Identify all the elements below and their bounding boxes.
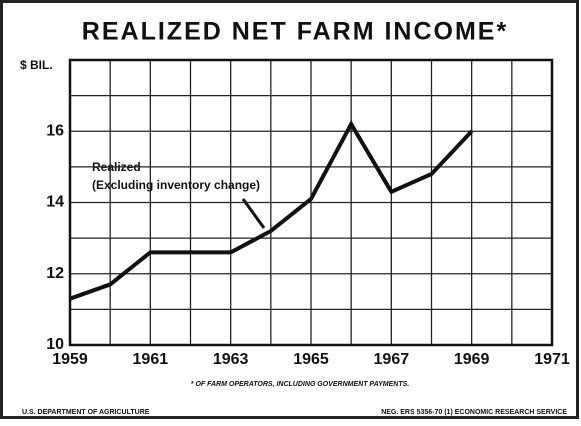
annotation: (Excluding inventory change)	[92, 178, 260, 192]
chart-title: REALIZED NET FARM INCOME*	[82, 18, 508, 46]
x-tick-label: 1963	[213, 351, 249, 368]
x-tick-label: 1969	[454, 351, 490, 368]
x-tick-label: 1961	[133, 351, 169, 368]
plot-border	[68, 58, 554, 347]
y-tick-label: 12	[46, 265, 64, 282]
annotation-pointer	[241, 198, 266, 229]
y-axis-label: $ BIL.	[20, 58, 53, 72]
data-line	[69, 120, 474, 301]
footnote: * OF FARM OPERATORS, INCLUDING GOVERNMEN…	[191, 381, 409, 388]
y-tick-label: 10	[46, 336, 64, 353]
y-tick-label: 14	[46, 194, 64, 211]
y-tick-label: 16	[46, 122, 64, 139]
x-tick-label: 1971	[534, 351, 570, 368]
x-tick-label: 1965	[293, 351, 329, 368]
x-tick-label: 1959	[52, 351, 88, 368]
x-tick-label: 1967	[374, 351, 410, 368]
source-left: U.S. DEPARTMENT OF AGRICULTURE	[22, 409, 150, 416]
source-right: NEG. ERS 5356-70 (1) ECONOMIC RESEARCH S…	[381, 409, 567, 416]
